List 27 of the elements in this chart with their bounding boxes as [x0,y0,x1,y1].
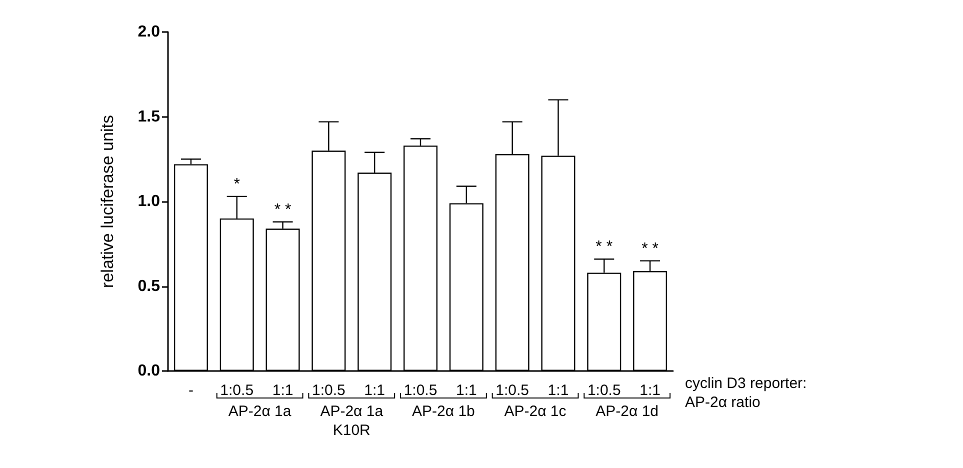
x-tick-label: 1:1 [548,382,569,399]
x-tick-label: 1:1 [456,382,477,399]
y-tick-label: 0.5 [138,278,160,295]
x-tick-label: 1:1 [272,382,294,399]
text: AP-2α 1c [504,403,567,420]
y-axis-title: relative luciferase units [98,115,117,288]
x-tick-label: 1:0.5 [404,382,438,399]
y-tick-label: 1.0 [138,193,160,210]
data-label: * * [596,238,613,256]
x-tick-label: 1:0.5 [496,382,530,399]
data-label: * * [642,240,658,258]
y-tick-label: 2.0 [138,24,160,40]
x-tick-label: 1:1 [364,382,386,399]
text: AP-2α 1a K10R [320,403,384,439]
x-tick-label: 1:0.5 [312,382,346,399]
x-tick-label: 1:1 [640,382,660,399]
x-tick-label: - [188,382,194,399]
x-tick-label: 1:0.5 [220,382,254,399]
text: cyclin D3 reporter: AP-2α ratio [685,375,807,411]
data-label: * * [274,201,292,218]
y-tick-label: 0.0 [138,362,160,380]
x-tick-label: 1:0.5 [587,382,621,399]
y-tick-label: 1.5 [138,108,160,126]
text: AP-2α 1a [228,403,292,420]
data-label: * [234,176,240,193]
text: AP-2α 1d [596,403,659,420]
text: AP-2α 1b [412,403,475,420]
